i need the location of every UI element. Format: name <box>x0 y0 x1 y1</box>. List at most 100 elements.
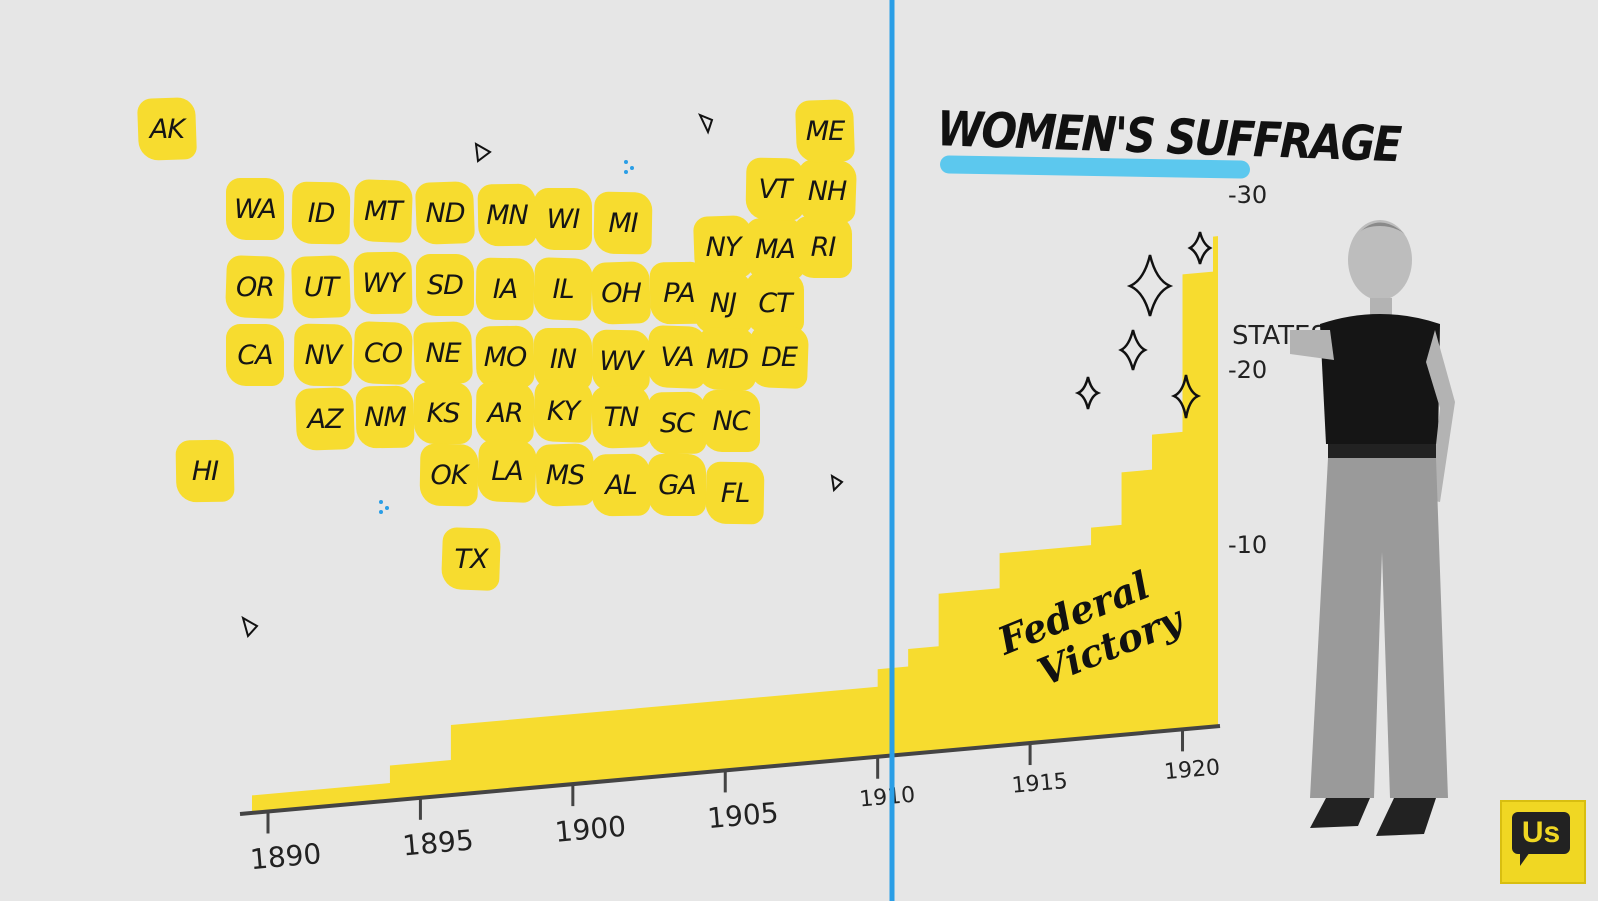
state-nh: NH <box>796 159 858 223</box>
state-tx: TX <box>440 527 502 591</box>
state-label: GA <box>658 469 696 501</box>
state-ok: OK <box>419 443 479 507</box>
logo-bubble-tail <box>1520 852 1530 866</box>
state-nc: NC <box>702 390 760 452</box>
state-label: NY <box>705 231 742 263</box>
state-co: CO <box>352 321 414 385</box>
state-label: AL <box>605 469 638 501</box>
state-hi: HI <box>175 439 235 503</box>
state-vt: VT <box>745 157 805 221</box>
state-label: PA <box>663 277 695 309</box>
state-nm: NM <box>355 385 415 449</box>
state-ar: AR <box>475 381 535 445</box>
state-az: AZ <box>294 387 356 451</box>
state-label: WV <box>599 345 643 377</box>
sparkle-icon <box>1074 231 1213 419</box>
state-oh: OH <box>590 261 652 325</box>
state-label: FL <box>720 477 751 509</box>
presenter-figure <box>1290 220 1455 836</box>
x-tick-label: 1890 <box>249 837 323 876</box>
state-highlight <box>702 390 760 452</box>
state-label: MT <box>364 195 403 227</box>
state-nv: NV <box>293 323 353 387</box>
state-ca: CA <box>226 324 284 386</box>
state-label: SC <box>660 407 695 439</box>
state-ak: AK <box>136 97 198 161</box>
state-label: AK <box>149 113 185 145</box>
state-tn: TN <box>590 385 652 449</box>
state-la: LA <box>476 439 538 503</box>
x-tick-label: 1920 <box>1163 755 1221 785</box>
state-label: NJ <box>709 287 737 319</box>
state-label: MA <box>755 233 796 265</box>
state-ks: KS <box>414 382 472 444</box>
x-tick-label: 1900 <box>554 810 628 849</box>
state-wy: WY <box>353 251 413 315</box>
state-label: NE <box>425 337 461 369</box>
state-ma: MA <box>745 217 805 281</box>
state-label: VA <box>660 341 694 373</box>
state-ms: MS <box>534 443 596 507</box>
state-label: IA <box>492 273 518 305</box>
state-va: VA <box>646 325 708 389</box>
state-nj: NJ <box>693 271 753 335</box>
state-fl: FL <box>705 461 765 525</box>
state-wi: WI <box>534 188 592 250</box>
state-label: AZ <box>307 403 344 435</box>
state-highlight <box>534 188 592 250</box>
state-label: CO <box>363 337 403 369</box>
state-highlight <box>414 382 472 444</box>
x-tick-label: 1915 <box>1011 769 1069 799</box>
logo-text: Us <box>1512 812 1570 854</box>
state-label: DE <box>761 341 798 373</box>
state-il: IL <box>532 257 594 321</box>
state-label: OR <box>235 271 275 303</box>
state-label: OH <box>601 277 642 309</box>
state-mn: MN <box>477 183 537 247</box>
state-highlight <box>416 254 474 316</box>
state-label: NM <box>364 401 406 433</box>
state-label: KS <box>426 397 461 429</box>
state-ut: UT <box>290 255 352 319</box>
state-highlight <box>746 272 804 334</box>
state-label: WA <box>234 193 277 225</box>
state-me: ME <box>794 99 856 163</box>
y-tick-label: -30 <box>1228 181 1267 209</box>
us-weekly-logo: Us <box>1500 800 1586 884</box>
state-pa: PA <box>649 261 709 325</box>
state-sc: SC <box>647 391 707 455</box>
state-label: WI <box>546 203 581 235</box>
doodle-triangles <box>241 113 844 639</box>
state-de: DE <box>748 325 810 389</box>
state-ky: KY <box>532 379 594 443</box>
suffrage-area-series <box>252 236 1218 813</box>
state-ne: NE <box>412 321 474 385</box>
x-tick-label: 1905 <box>706 796 780 835</box>
state-label: ME <box>805 115 845 147</box>
state-ia: IA <box>475 257 535 321</box>
x-tick-label: 1910 <box>858 783 916 813</box>
state-or: OR <box>224 255 286 319</box>
state-wa: WA <box>226 178 284 240</box>
state-sd: SD <box>416 254 474 316</box>
state-label: UT <box>303 271 339 303</box>
state-label: LA <box>491 455 524 487</box>
state-label: MS <box>545 459 585 491</box>
state-ny: NY <box>692 215 754 279</box>
state-label: KY <box>546 395 580 427</box>
state-label: ID <box>307 197 336 229</box>
state-highlight <box>226 324 284 386</box>
state-label: RI <box>810 231 837 263</box>
state-mt: MT <box>352 179 414 243</box>
y-tick-label: -10 <box>1228 531 1267 559</box>
state-label: AR <box>487 397 523 429</box>
state-label: MN <box>486 199 528 231</box>
state-label: OK <box>430 459 469 491</box>
state-label: HI <box>191 455 219 487</box>
state-mo: MO <box>475 325 535 389</box>
doodle-dots <box>379 160 634 514</box>
state-label: IN <box>549 343 577 375</box>
state-wv: WV <box>591 329 651 393</box>
